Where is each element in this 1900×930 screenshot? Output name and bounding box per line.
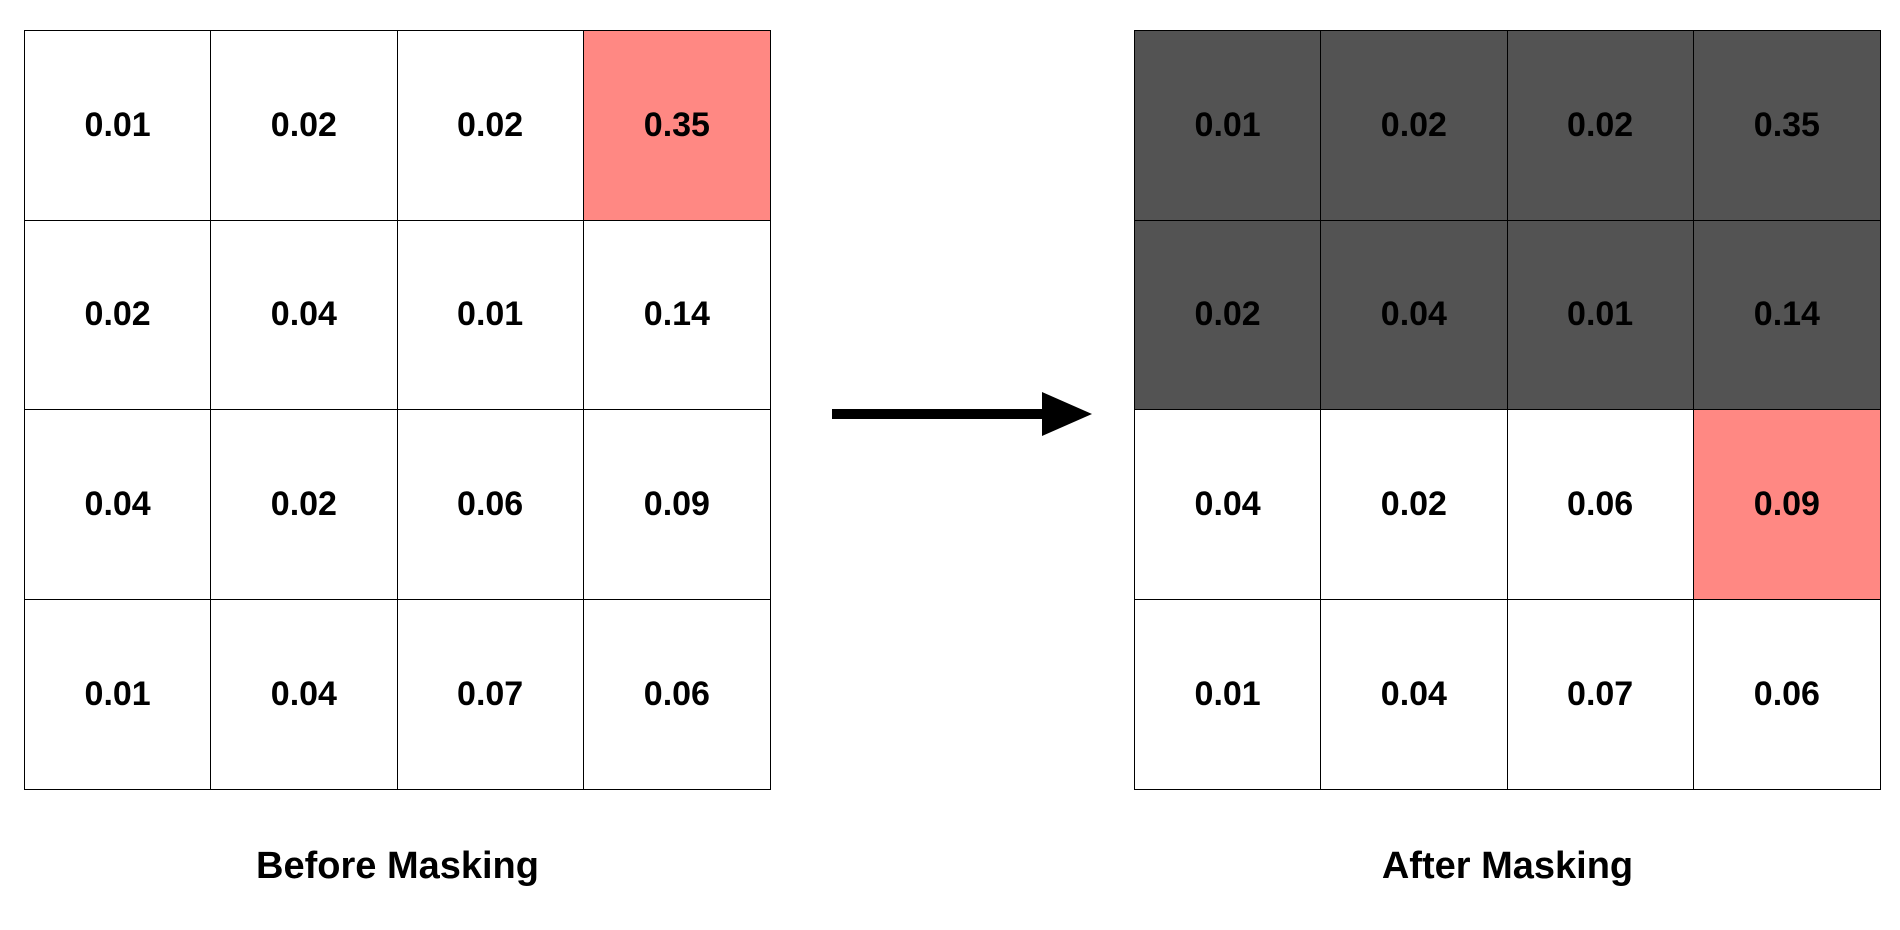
before-cell-r1-c4: 0.35	[583, 31, 770, 221]
before-cell-r2-c3: 0.01	[397, 220, 584, 410]
after-cell-r3-c4: 0.09	[1693, 410, 1880, 600]
after-cell-r4-c2: 0.04	[1321, 599, 1508, 789]
before-cell-r1-c2: 0.02	[211, 31, 398, 221]
before-cell-r1-c1: 0.01	[25, 31, 212, 221]
after-cell-r2-c2: 0.04	[1321, 220, 1508, 410]
before-cell-r1-c3: 0.02	[397, 31, 584, 221]
after-cell-r1-c3: 0.02	[1507, 31, 1694, 221]
before-masking-panel: 0.01 0.02 0.02 0.35 0.02 0.04 0.01 0.14 …	[24, 0, 774, 930]
before-cell-r2-c4: 0.14	[583, 220, 770, 410]
after-masking-panel: 0.01 0.02 0.02 0.35 0.02 0.04 0.01 0.14 …	[1134, 0, 1884, 930]
after-cell-r3-c2: 0.02	[1321, 410, 1508, 600]
after-cell-r1-c2: 0.02	[1321, 31, 1508, 221]
after-cell-r2-c1: 0.02	[1135, 220, 1322, 410]
after-cell-r1-c1: 0.01	[1135, 31, 1322, 221]
before-cell-r2-c2: 0.04	[211, 220, 398, 410]
after-cell-r2-c3: 0.01	[1507, 220, 1694, 410]
before-masking-caption: Before Masking	[256, 845, 539, 887]
after-masking-grid: 0.01 0.02 0.02 0.35 0.02 0.04 0.01 0.14 …	[1134, 30, 1881, 790]
before-cell-r3-c3: 0.06	[397, 410, 584, 600]
before-cell-r3-c2: 0.02	[211, 410, 398, 600]
before-cell-r4-c2: 0.04	[211, 599, 398, 789]
after-cell-r3-c1: 0.04	[1135, 410, 1322, 600]
after-cell-r4-c4: 0.06	[1693, 599, 1880, 789]
before-cell-r3-c4: 0.09	[583, 410, 770, 600]
after-cell-r4-c1: 0.01	[1135, 599, 1322, 789]
arrow-right-icon	[832, 392, 1092, 436]
after-cell-r4-c3: 0.07	[1507, 599, 1694, 789]
before-cell-r4-c3: 0.07	[397, 599, 584, 789]
after-cell-r2-c4: 0.14	[1693, 220, 1880, 410]
before-cell-r2-c1: 0.02	[25, 220, 212, 410]
after-cell-r1-c4: 0.35	[1693, 31, 1880, 221]
after-masking-caption: After Masking	[1381, 845, 1634, 887]
before-cell-r3-c1: 0.04	[25, 410, 212, 600]
before-cell-r4-c4: 0.06	[583, 599, 770, 789]
before-masking-grid: 0.01 0.02 0.02 0.35 0.02 0.04 0.01 0.14 …	[24, 30, 771, 790]
before-cell-r4-c1: 0.01	[25, 599, 212, 789]
after-cell-r3-c3: 0.06	[1507, 410, 1694, 600]
